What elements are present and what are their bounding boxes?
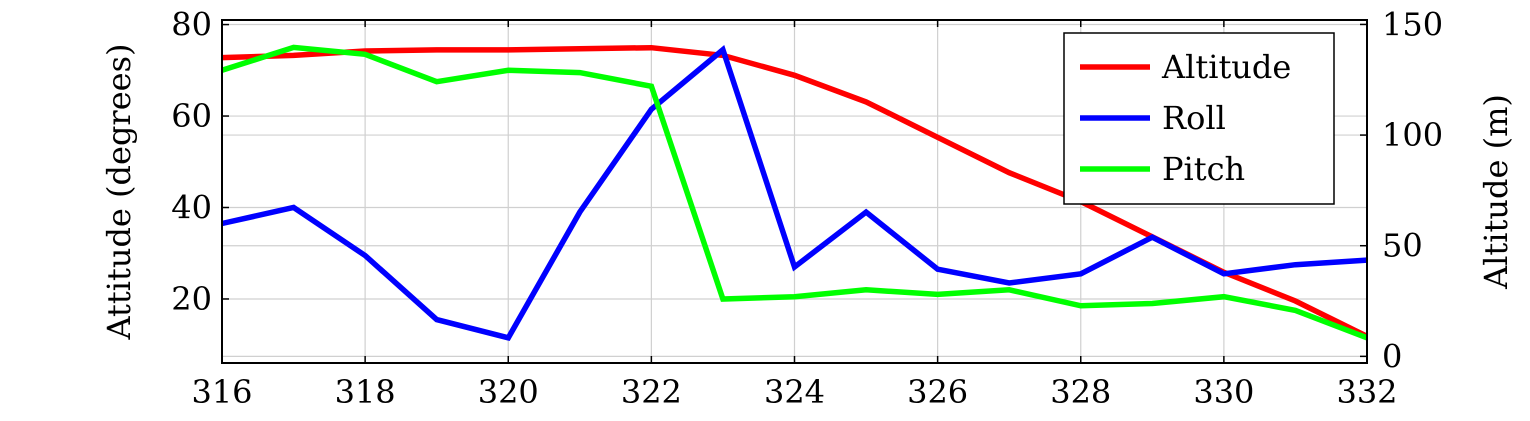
y-right-tick-label: 100 (1382, 116, 1443, 154)
axis-ticks (221, 20, 1368, 363)
y-left-tick-label: 60 (171, 97, 212, 135)
legend: Altitude Roll Pitch (1063, 32, 1335, 205)
y-right-tick-label: 150 (1382, 5, 1443, 43)
x-tick-label: 330 (1193, 373, 1254, 411)
x-tick-label: 320 (478, 373, 539, 411)
x-tick-label: 326 (907, 373, 968, 411)
legend-label-roll: Roll (1162, 99, 1226, 137)
y-left-tick-label: 20 (171, 280, 212, 318)
series-line-pitch (221, 44, 1368, 341)
series-lines (221, 44, 1369, 341)
y-axis-left-title: Attitude (degrees) (100, 43, 138, 340)
series-line-roll (221, 45, 1368, 341)
y-left-tick-label: 80 (171, 6, 212, 44)
x-tick-label: 332 (1336, 373, 1397, 411)
x-tick-label: 322 (621, 373, 682, 411)
x-tick-label: 316 (191, 373, 252, 411)
x-tick-label: 318 (335, 373, 396, 411)
x-tick-label: 324 (764, 373, 825, 411)
y-right-tick-label: 50 (1382, 227, 1423, 265)
legend-label-pitch: Pitch (1162, 150, 1245, 188)
y-right-tick-label: 0 (1382, 337, 1402, 375)
y-axis-right-title: Altitude (m) (1477, 94, 1515, 290)
legend-label-altitude: Altitude (1161, 48, 1291, 86)
y-left-tick-label: 40 (171, 189, 212, 227)
x-tick-label: 328 (1050, 373, 1111, 411)
